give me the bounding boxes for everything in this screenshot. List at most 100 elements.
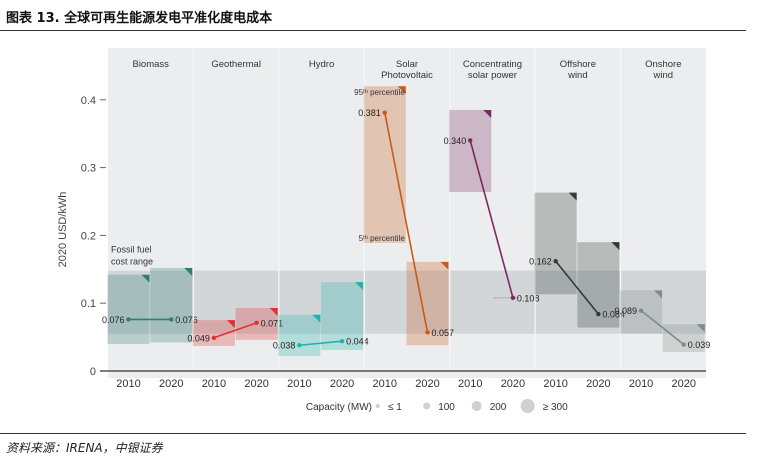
data-label: 0.049 (187, 333, 210, 343)
series-label: Hydro (309, 59, 334, 70)
series-line (213, 322, 257, 339)
x-tick-label: 2010 (543, 378, 567, 390)
data-point (425, 330, 430, 335)
series-label: wind (567, 70, 588, 81)
data-label: 0.076 (102, 315, 125, 325)
data-point (169, 317, 174, 322)
percentile-box (107, 274, 150, 344)
size-legend-label: 100 (438, 402, 455, 413)
data-point (254, 320, 259, 326)
data-label: 0.089 (615, 306, 638, 316)
x-tick-label: 2020 (415, 378, 439, 390)
series-label: Concentrating (463, 59, 522, 70)
data-label: 0.039 (688, 340, 711, 350)
size-legend-marker (520, 399, 535, 413)
y-axis-label: 2020 USD/kWh (57, 192, 69, 268)
data-label: 0.057 (432, 328, 455, 338)
series-line (299, 340, 343, 347)
fossil-fuel-band (108, 270, 706, 334)
data-point (382, 110, 387, 115)
y-tick-label: 0.4 (81, 95, 96, 107)
size-legend-marker (423, 402, 431, 410)
size-legend-label: ≤ 1 (388, 402, 402, 413)
data-label: 0.044 (346, 337, 369, 347)
y-tick-label: 0 (90, 366, 96, 378)
x-tick-label: 2010 (458, 378, 482, 390)
percentile-box (321, 282, 364, 350)
percentile-corner-mark (654, 290, 663, 299)
x-tick-label: 2020 (672, 378, 696, 390)
percentile-corner-mark (226, 320, 235, 329)
x-tick-label: 2020 (159, 378, 183, 390)
x-axis-label: Capacity (MW) (306, 402, 372, 413)
percentile-corner-mark (269, 307, 278, 316)
y-tick-label: 0.1 (81, 298, 96, 310)
series-line (640, 310, 685, 346)
percentile-corner-mark (397, 86, 406, 95)
percentile-corner-mark (483, 109, 492, 118)
data-point (681, 342, 686, 347)
percentile-box (449, 109, 492, 193)
source-note: 资料来源：IRENA，中银证券 (6, 441, 163, 455)
percentile-corner-mark (312, 314, 321, 323)
y-tick-label: 0.2 (81, 230, 96, 242)
data-point (510, 295, 516, 300)
title-rule (0, 30, 746, 31)
data-point (468, 138, 473, 143)
data-point (126, 317, 131, 322)
x-tick-label: 2010 (202, 378, 226, 390)
percentile-label-95: 95ᵗʰ percentile (354, 88, 405, 97)
fossil-band-label: Fossil fuel (111, 244, 152, 254)
x-tick-label: 2020 (586, 378, 610, 390)
percentile-box (278, 314, 321, 357)
series-line (555, 260, 599, 315)
percentile-corner-mark (611, 242, 620, 251)
percentile-box (150, 267, 193, 343)
x-tick-label: 2020 (244, 378, 268, 390)
data-label: 0.108 (517, 293, 540, 303)
data-label: 0.381 (358, 108, 381, 118)
data-point (297, 343, 302, 348)
data-label: 0.340 (444, 136, 467, 146)
data-point (638, 308, 644, 313)
percentile-label-5: 5ᵗʰ percentile (359, 234, 406, 243)
series-label: Onshore (645, 59, 681, 70)
series-label: Biomass (132, 59, 169, 70)
figure-title: 图表 13. 全球可再生能源发电平准化度电成本 (6, 11, 273, 26)
lcoe-chart: Fossil fuel cost range 0 0.1 0.2 0.3 0.4 2020 U… (57, 48, 711, 413)
data-label: 0.076 (175, 315, 198, 325)
series-line (384, 112, 429, 333)
series-label: wind (653, 70, 674, 81)
data-label: 0.162 (529, 257, 552, 267)
data-point (553, 258, 558, 264)
data-label: 0.084 (602, 310, 625, 320)
size-legend-marker (375, 403, 380, 409)
series-label: solar power (468, 70, 517, 81)
data-label: 0.071 (261, 318, 284, 328)
fossil-band-label: cost range (111, 257, 153, 267)
x-tick-label: 2020 (501, 378, 525, 390)
series-label: Offshore (560, 59, 596, 70)
series-line (469, 140, 514, 298)
percentile-corner-mark (355, 282, 364, 291)
percentile-box (662, 324, 705, 353)
series-label: Photovoltaic (381, 70, 433, 81)
data-point (339, 338, 345, 344)
size-legend-label: 200 (490, 402, 507, 413)
percentile-corner-mark (440, 261, 449, 270)
size-legend-label: ≥ 300 (543, 402, 568, 413)
source-rule (0, 433, 746, 434)
size-legend-marker (471, 401, 482, 411)
percentile-corner-mark (568, 192, 577, 201)
x-tick-label: 2010 (629, 378, 653, 390)
percentile-corner-mark (141, 274, 150, 283)
x-tick-label: 2010 (116, 378, 140, 390)
percentile-corner-mark (696, 324, 705, 333)
x-tick-label: 2020 (330, 378, 354, 390)
data-point (211, 335, 217, 340)
series-label: Geothermal (211, 59, 261, 70)
series-label: Solar (396, 59, 418, 70)
data-label: 0.038 (273, 341, 296, 351)
x-tick-label: 2010 (373, 378, 397, 390)
data-point (596, 311, 601, 317)
